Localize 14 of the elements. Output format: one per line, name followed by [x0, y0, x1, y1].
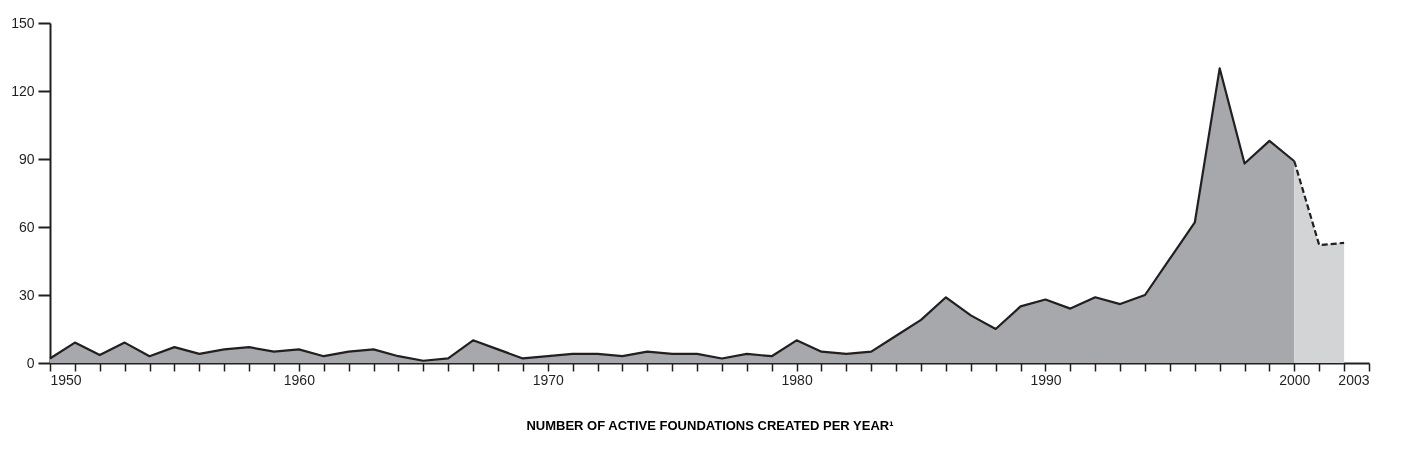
- x-tick-label: 1980: [781, 371, 813, 388]
- y-tick-label: 30: [18, 286, 35, 303]
- y-tick-label: 60: [18, 218, 35, 235]
- y-tick-label: 150: [11, 14, 35, 31]
- x-tick-label: 1950: [50, 371, 82, 388]
- x-axis-title: NUMBER OF ACTIVE FOUNDATIONS CREATED PER YEAR¹: [526, 417, 894, 433]
- x-tick-label: 1970: [532, 371, 565, 388]
- y-tick-label: 90: [18, 150, 35, 167]
- y-tick-label: 0: [26, 354, 35, 371]
- x-tick-label: 2000: [1279, 371, 1311, 388]
- x-tick-label: 1960: [283, 371, 316, 388]
- y-tick-label: 120: [11, 82, 35, 99]
- x-tick-label: 2003: [1338, 371, 1370, 388]
- x-tick-label: 1990: [1030, 371, 1062, 388]
